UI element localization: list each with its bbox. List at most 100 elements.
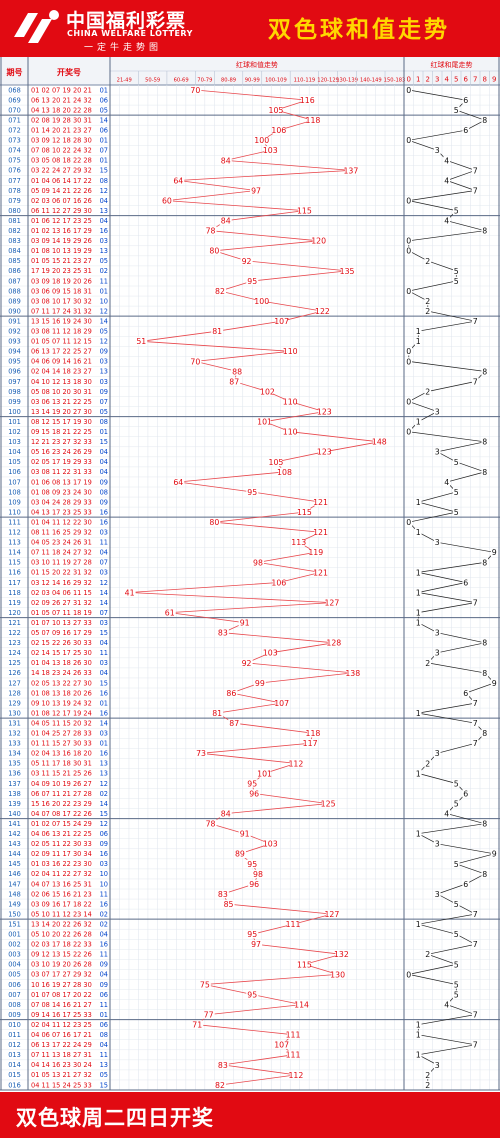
tail-value-label: 4 <box>444 156 449 165</box>
tail-label-bg <box>433 146 441 155</box>
sum-label-bg <box>211 708 224 718</box>
sum-label-bg <box>246 487 259 497</box>
blue-ball: 16 <box>100 941 108 949</box>
tail-value-label: 8 <box>482 669 487 678</box>
sum-label-bg <box>269 105 282 115</box>
footer-banner: 双色球周二四日开奖 <box>0 1092 500 1138</box>
sum-value-label: 101 <box>257 769 272 778</box>
tail-value-label: 5 <box>454 799 459 808</box>
tail-label-bg <box>414 1050 422 1060</box>
sum-value-label: 115 <box>297 960 312 969</box>
sum-value-label: 78 <box>206 227 216 236</box>
tail-value-label: 5 <box>454 106 459 115</box>
sum-label-bg <box>318 407 331 416</box>
tail-value-label: 2 <box>425 387 430 396</box>
sum-label-bg <box>298 507 311 517</box>
draw-schedule-text: 双色球周二四日开奖 <box>16 1106 214 1130</box>
red-balls: 02 14 15 17 25 30 <box>31 649 92 657</box>
sum-label-bg <box>248 879 261 889</box>
tail-value-label: 0 <box>406 247 411 256</box>
sum-label-bg <box>238 829 251 838</box>
sum-value-label: 86 <box>226 689 236 698</box>
blue-ball: 13 <box>100 770 108 778</box>
tail-value-label: 6 <box>463 96 468 105</box>
blue-ball: 04 <box>100 1041 108 1049</box>
blue-ball: 11 <box>100 951 108 959</box>
sum-label-bg <box>301 95 314 105</box>
tail-value-label: 8 <box>482 558 487 567</box>
tail-label-bg <box>471 598 479 607</box>
red-balls: 01 04 11 12 22 30 <box>31 518 92 526</box>
sum-label-bg <box>341 266 354 276</box>
tail-digit-label: 2 <box>426 76 430 84</box>
period-number: 006 <box>8 981 21 989</box>
sum-value-label: 88 <box>232 367 242 376</box>
red-balls: 02 04 11 12 23 25 <box>31 1021 92 1029</box>
blue-ball: 09 <box>100 840 108 848</box>
blue-ball: 14 <box>100 116 108 124</box>
period-number: 087 <box>8 277 21 285</box>
page-title: 双色球和值走势 <box>268 17 450 43</box>
tail-label-bg <box>462 879 470 889</box>
tail-digit-label: 1 <box>416 76 420 84</box>
tail-value-label: 5 <box>454 267 459 276</box>
sum-value-label: 106 <box>271 126 286 135</box>
period-number: 097 <box>8 378 21 386</box>
sum-label-bg <box>240 256 253 266</box>
sum-trend-line <box>129 89 380 1086</box>
red-balls: 02 04 11 22 27 32 <box>31 870 92 878</box>
sum-value-label: 120 <box>311 237 326 246</box>
tail-label-bg <box>490 849 498 859</box>
sum-label-bg <box>284 347 297 356</box>
blue-ball: 01 <box>100 1011 108 1019</box>
sum-label-bg <box>275 698 288 708</box>
blue-ball: 16 <box>100 227 108 235</box>
tail-label-bg <box>452 206 460 215</box>
period-number: 115 <box>8 559 21 567</box>
sum-label-bg <box>275 1040 288 1049</box>
red-balls: 07 11 18 24 27 32 <box>31 549 92 557</box>
period-number: 119 <box>8 599 21 607</box>
period-number: 081 <box>8 217 21 225</box>
blue-ball: 12 <box>100 780 108 788</box>
sum-value-label: 103 <box>263 146 278 155</box>
period-number: 146 <box>8 870 21 878</box>
red-balls: 03 09 16 17 18 22 <box>31 900 92 908</box>
sum-label-bg <box>246 930 259 939</box>
sum-label-bg <box>204 819 217 828</box>
period-number: 143 <box>8 840 21 848</box>
sum-value-label: 116 <box>300 96 315 105</box>
tail-label-bg <box>481 115 489 125</box>
period-number: 080 <box>8 207 21 215</box>
period-number: 144 <box>8 850 21 858</box>
blue-ball: 07 <box>100 609 108 617</box>
period-number: 147 <box>8 880 21 888</box>
tail-label-bg <box>424 658 432 668</box>
sum-value-label: 60 <box>162 196 172 205</box>
period-number: 068 <box>8 86 21 94</box>
blue-ball: 08 <box>100 177 108 185</box>
sum-label-bg <box>322 799 335 808</box>
red-balls: 03 10 11 19 27 28 <box>31 559 92 567</box>
tail-value-label: 8 <box>482 468 487 477</box>
blue-ball: 09 <box>100 478 108 486</box>
period-number: 137 <box>8 780 21 788</box>
sum-value-label: 70 <box>190 357 200 366</box>
blue-ball: 15 <box>100 810 108 818</box>
period-number: 126 <box>8 669 21 677</box>
blue-ball: 16 <box>100 750 108 758</box>
sum-label-bg <box>225 688 238 698</box>
sum-label-bg <box>258 417 271 426</box>
tail-value-label: 1 <box>416 327 421 336</box>
blue-ball: 16 <box>100 709 108 717</box>
period-number: 086 <box>8 267 21 275</box>
red-balls: 14 18 23 24 26 33 <box>31 669 92 677</box>
sum-label-bg <box>335 950 348 959</box>
period-number: 096 <box>8 368 21 376</box>
sum-label-bg <box>228 718 241 728</box>
tail-value-label: 1 <box>416 769 421 778</box>
period-number: 098 <box>8 388 21 396</box>
trend-chart-area: 期号 开奖号 红球和值走势 红球和尾走势 21-49 50-59 60-69 70-79 80-… <box>0 57 500 1092</box>
sum-label-bg <box>238 618 251 627</box>
sum-range-label: 110-119 <box>294 78 316 84</box>
